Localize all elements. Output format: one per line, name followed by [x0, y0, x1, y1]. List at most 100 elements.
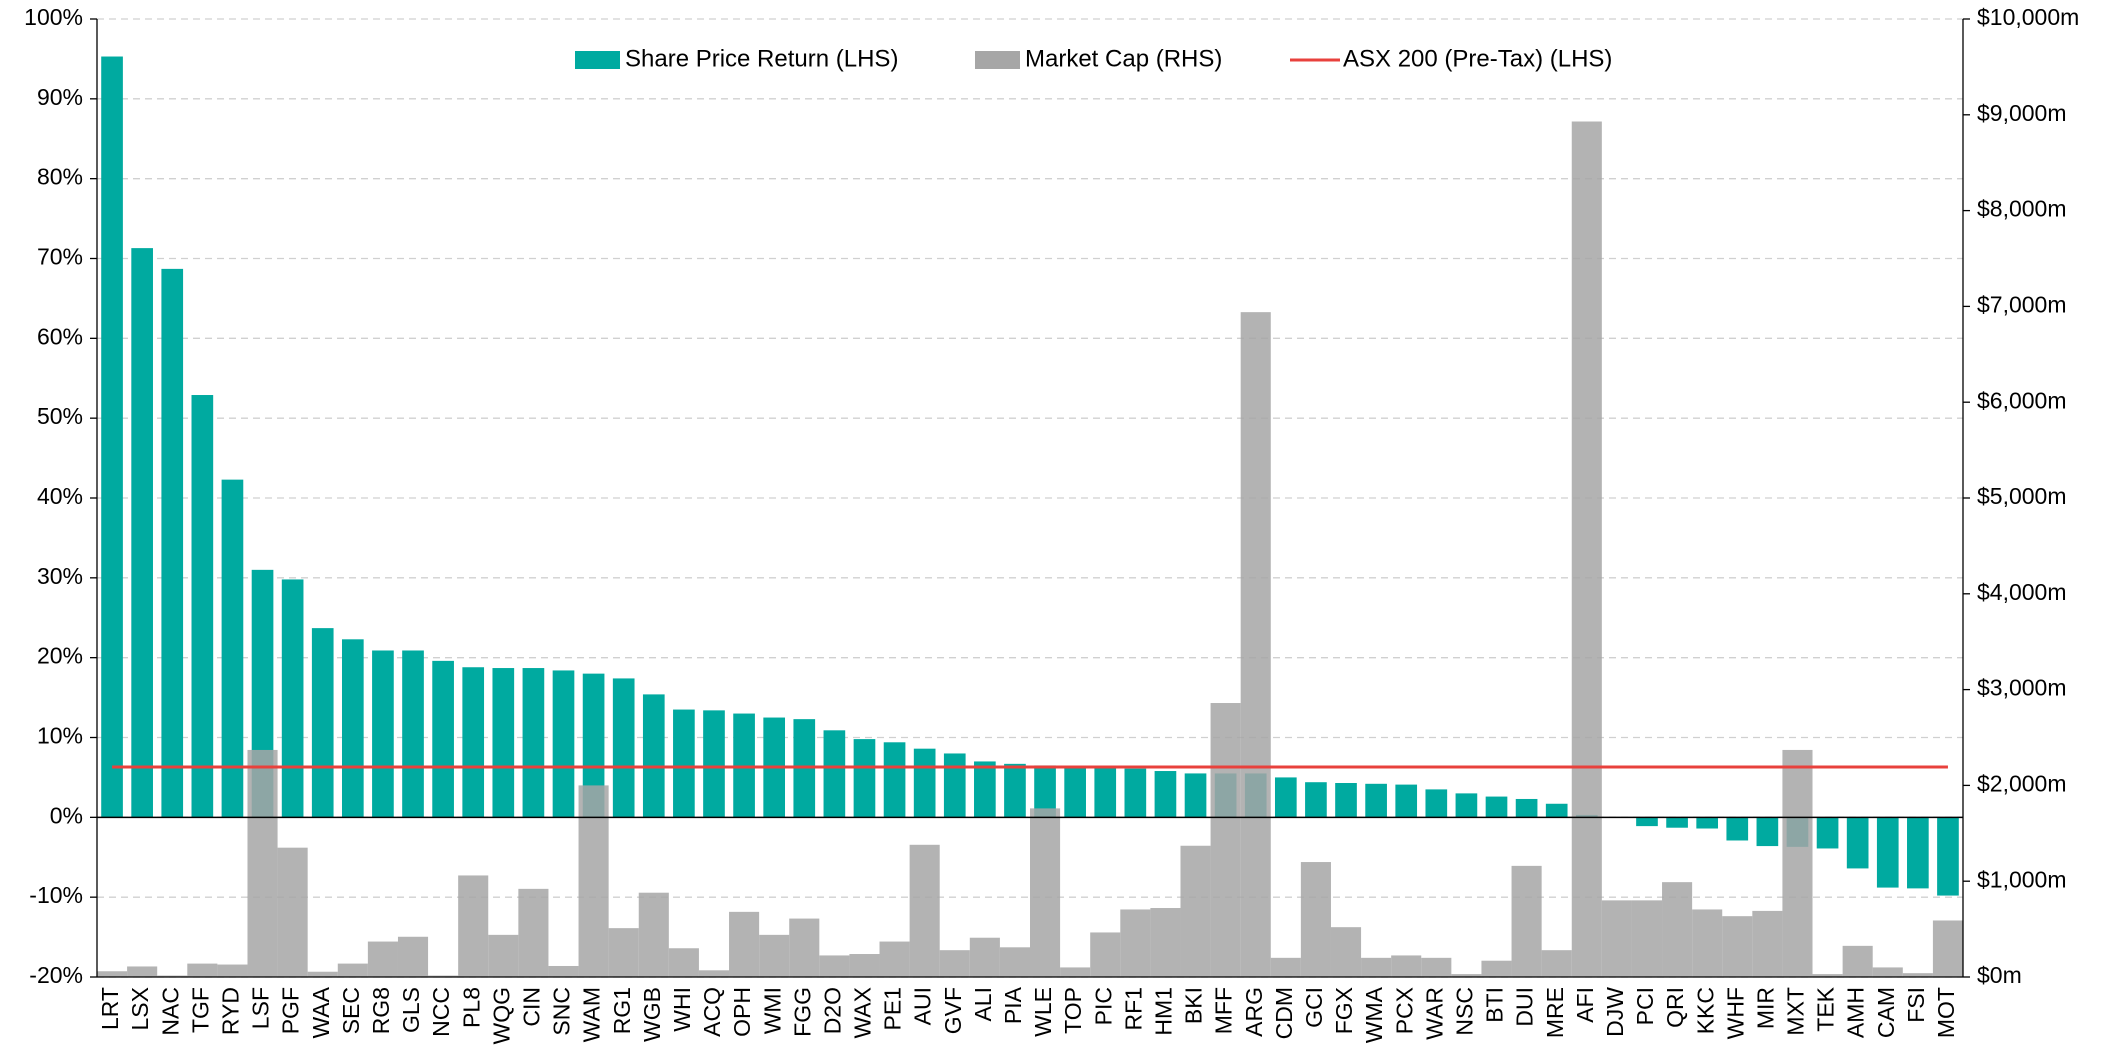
bar — [372, 650, 394, 818]
market-cap-bar — [1060, 967, 1091, 977]
x-tick-label: WMA — [1361, 986, 1387, 1043]
market-cap-bar — [397, 936, 429, 977]
bar — [1756, 817, 1779, 847]
x-tick-label: CDM — [1271, 987, 1297, 1039]
x-tick-label: MRE — [1542, 987, 1568, 1038]
bar — [582, 673, 605, 818]
market-cap-bar — [1812, 974, 1843, 977]
x-tick-label: AMH — [1843, 987, 1869, 1038]
x-tick-label: WMI — [759, 987, 785, 1034]
bar — [1034, 765, 1056, 818]
market-cap-bar — [1090, 932, 1121, 977]
legend-swatch — [575, 51, 620, 69]
legend-swatch — [975, 51, 1020, 69]
x-tick-label: LRT — [97, 987, 123, 1030]
market-cap-bar — [1481, 960, 1512, 977]
y2-tick-label: $7,000m — [1977, 291, 2067, 317]
market-cap-bar — [428, 975, 459, 977]
bar — [1485, 796, 1508, 818]
bar — [522, 668, 545, 818]
x-tick-label: WAA — [308, 986, 334, 1038]
bar — [131, 248, 153, 818]
bar — [1395, 784, 1418, 818]
x-tick-label: WLE — [1030, 987, 1056, 1037]
bar — [1636, 817, 1658, 827]
bar — [1876, 817, 1899, 888]
y2-tick-label: $8,000m — [1977, 196, 2067, 222]
x-tick-label: WAR — [1421, 987, 1447, 1040]
bar — [1455, 793, 1478, 818]
bar — [612, 678, 635, 818]
market-cap-bar — [939, 950, 970, 977]
market-cap-bar — [1240, 312, 1271, 977]
x-tick-label: PGF — [278, 987, 304, 1034]
x-tick-label: NAC — [157, 987, 183, 1036]
market-cap-bar — [1872, 967, 1903, 977]
market-cap-bar — [1511, 865, 1542, 977]
x-tick-label: ARG — [1241, 987, 1267, 1037]
market-cap-bar — [1752, 910, 1783, 977]
bar — [1696, 817, 1719, 829]
market-cap-bar — [247, 749, 278, 977]
bar — [974, 761, 996, 818]
x-tick-label: PCI — [1632, 987, 1658, 1025]
x-tick-label: AUI — [910, 987, 936, 1025]
x-tick-label: GVF — [940, 987, 966, 1034]
x-tick-label: ALI — [970, 987, 996, 1022]
x-tick-label: RF1 — [1120, 987, 1146, 1030]
bar — [341, 639, 364, 818]
market-cap-bar — [1662, 882, 1693, 977]
bar — [1726, 817, 1749, 841]
bar — [191, 395, 214, 818]
x-tick-label: MXT — [1783, 987, 1809, 1036]
x-tick-label: WAM — [579, 987, 605, 1042]
market-cap-bar — [1842, 945, 1873, 977]
y-tick-label: 30% — [37, 563, 83, 589]
x-tick-label: RG1 — [609, 987, 635, 1034]
bar — [1425, 789, 1448, 818]
x-tick-label: FGX — [1331, 987, 1357, 1034]
y-tick-label: 100% — [24, 4, 83, 30]
x-tick-label: ACQ — [699, 987, 725, 1037]
x-tick-label: PIC — [1090, 987, 1116, 1025]
y2-tick-label: $3,000m — [1977, 675, 2067, 701]
y-tick-label: -10% — [29, 882, 83, 908]
bar — [913, 748, 936, 818]
market-cap-bar — [97, 971, 128, 977]
x-tick-label: MFF — [1211, 987, 1237, 1034]
x-tick-label: BKI — [1181, 987, 1207, 1024]
market-cap-bar — [1330, 927, 1362, 977]
x-tick-label: AFI — [1572, 987, 1598, 1023]
x-tick-label: OPH — [729, 987, 755, 1037]
market-cap-bar — [1451, 974, 1482, 977]
market-cap-bar — [1692, 909, 1723, 977]
bar — [1305, 782, 1327, 818]
market-cap-bar — [819, 955, 850, 977]
bar — [853, 739, 876, 818]
bar — [1937, 817, 1959, 896]
y-tick-label: 90% — [37, 84, 83, 110]
y-tick-label: 60% — [37, 323, 83, 349]
y-tick-label: -20% — [29, 962, 83, 988]
bar — [432, 660, 454, 818]
market-cap-bar — [1902, 973, 1933, 977]
x-tick-label: RG8 — [368, 987, 394, 1034]
bar — [161, 268, 184, 818]
y2-tick-label: $1,000m — [1977, 866, 2067, 892]
y-tick-label: 50% — [37, 403, 83, 429]
x-tick-label: LSX — [127, 987, 153, 1030]
bar — [1907, 817, 1929, 889]
y-tick-label: 10% — [37, 723, 83, 749]
bar — [673, 709, 695, 818]
market-cap-bar — [1150, 908, 1181, 977]
bar — [642, 694, 665, 818]
bar — [311, 628, 334, 818]
x-tick-label: SEC — [338, 987, 364, 1034]
bar — [1004, 763, 1026, 818]
x-tick-label: NCC — [428, 987, 454, 1037]
bar — [1064, 766, 1086, 818]
x-tick-label: QRI — [1662, 987, 1688, 1028]
market-cap-bar — [999, 947, 1030, 977]
market-cap-bar — [759, 934, 790, 977]
market-cap-bar — [698, 970, 730, 977]
